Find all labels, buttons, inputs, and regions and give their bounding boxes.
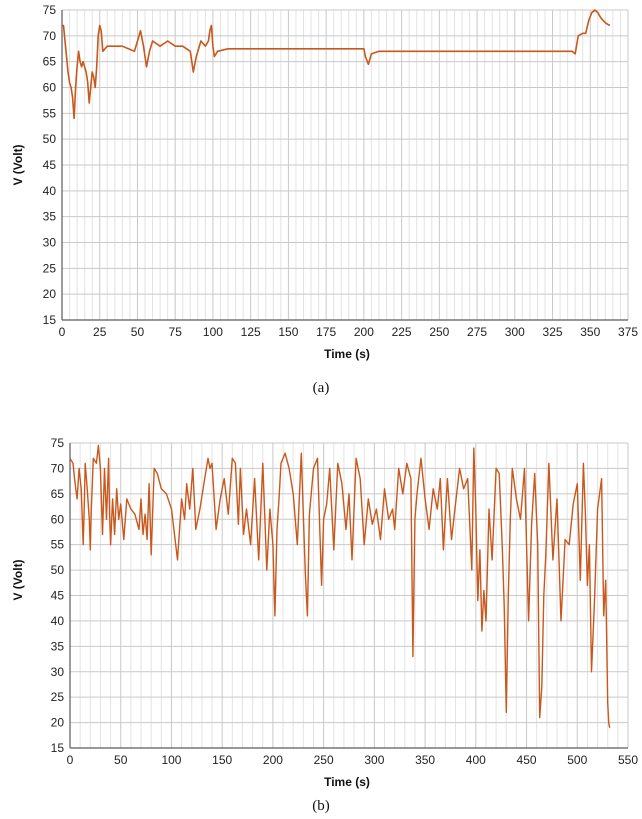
x-tick-label: 25 xyxy=(93,325,107,339)
chart-b-x-ticks: 0 50 100 150 200 250 300 350 400 450 500 550 xyxy=(67,753,639,767)
y-tick-label: 50 xyxy=(51,563,65,577)
y-tick-label: 45 xyxy=(51,589,65,603)
chart-b-x-axis-label: Time (s) xyxy=(324,775,370,789)
y-tick-label: 30 xyxy=(43,236,57,250)
chart-b-y-ticks: 15 20 25 30 35 40 45 50 55 60 65 70 75 xyxy=(51,436,65,755)
y-tick-label: 75 xyxy=(51,436,65,450)
y-tick-label: 45 xyxy=(43,158,57,172)
x-tick-label: 50 xyxy=(131,325,145,339)
chart-b-axes xyxy=(69,443,628,749)
y-tick-label: 60 xyxy=(43,81,57,95)
x-tick-label: 50 xyxy=(114,753,128,767)
x-tick-label: 300 xyxy=(505,325,525,339)
x-tick-label: 500 xyxy=(567,753,587,767)
y-tick-label: 30 xyxy=(51,665,65,679)
chart-a-x-ticks: 0 25 50 75 100 125 150 175 200 225 250 275 300 325 350… xyxy=(59,325,639,339)
y-tick-label: 70 xyxy=(43,29,57,43)
x-tick-label: 150 xyxy=(212,753,232,767)
y-tick-label: 15 xyxy=(43,313,57,327)
chart-a-x-axis-label: Time (s) xyxy=(324,347,370,361)
chart-a-grid xyxy=(61,9,629,321)
y-tick-label: 20 xyxy=(43,287,57,301)
chart-b-caption: (b) xyxy=(312,798,330,814)
x-tick-label: 75 xyxy=(169,325,183,339)
x-tick-label: 0 xyxy=(59,325,66,339)
x-tick-label: 300 xyxy=(364,753,384,767)
x-tick-label: 175 xyxy=(316,325,336,339)
chart-a-y-axis-label: V (Volt) xyxy=(11,144,25,185)
x-tick-label: 100 xyxy=(203,325,223,339)
x-tick-label: 400 xyxy=(466,753,486,767)
x-tick-label: 350 xyxy=(580,325,600,339)
x-tick-label: 275 xyxy=(467,325,487,339)
chart-b: 15 20 25 30 35 40 45 50 55 60 65 70 75 0 50 100 150 200 2… xyxy=(11,436,638,814)
x-tick-label: 350 xyxy=(415,753,435,767)
x-tick-label: 325 xyxy=(543,325,563,339)
y-tick-label: 60 xyxy=(51,512,65,526)
chart-a-axes xyxy=(61,10,628,321)
chart-a-y-ticks: 15 20 25 30 35 40 45 50 55 60 65 70 75 xyxy=(43,3,57,327)
chart-a-caption: (a) xyxy=(313,380,330,396)
chart-a-voltage-line xyxy=(62,9,611,120)
x-tick-label: 200 xyxy=(354,325,374,339)
x-tick-label: 0 xyxy=(67,753,74,767)
y-tick-label: 55 xyxy=(51,538,65,552)
chart-a: 15 20 25 30 35 40 45 50 55 60 65 70 75 0 25 50 75 100 125… xyxy=(11,3,638,396)
y-tick-label: 15 xyxy=(51,741,65,755)
y-tick-label: 25 xyxy=(51,690,65,704)
y-tick-label: 25 xyxy=(43,261,57,275)
y-tick-label: 35 xyxy=(43,210,57,224)
y-tick-label: 70 xyxy=(51,461,65,475)
y-tick-label: 20 xyxy=(51,716,65,730)
y-tick-label: 75 xyxy=(43,3,57,17)
x-tick-label: 225 xyxy=(392,325,412,339)
x-tick-label: 125 xyxy=(241,325,261,339)
y-tick-label: 40 xyxy=(51,614,65,628)
chart-b-y-axis-label: V (Volt) xyxy=(11,559,25,600)
y-tick-label: 65 xyxy=(51,487,65,501)
x-tick-label: 200 xyxy=(263,753,283,767)
x-tick-label: 375 xyxy=(618,325,638,339)
x-tick-label: 550 xyxy=(618,753,638,767)
y-tick-label: 35 xyxy=(51,639,65,653)
y-tick-label: 65 xyxy=(43,55,57,69)
x-tick-label: 100 xyxy=(161,753,181,767)
x-tick-label: 150 xyxy=(278,325,298,339)
chart-b-voltage-line xyxy=(69,444,611,728)
y-tick-label: 55 xyxy=(43,106,57,120)
y-tick-label: 50 xyxy=(43,132,57,146)
x-tick-label: 250 xyxy=(429,325,449,339)
y-tick-label: 40 xyxy=(43,184,57,198)
x-tick-label: 250 xyxy=(314,753,334,767)
x-tick-label: 450 xyxy=(517,753,537,767)
